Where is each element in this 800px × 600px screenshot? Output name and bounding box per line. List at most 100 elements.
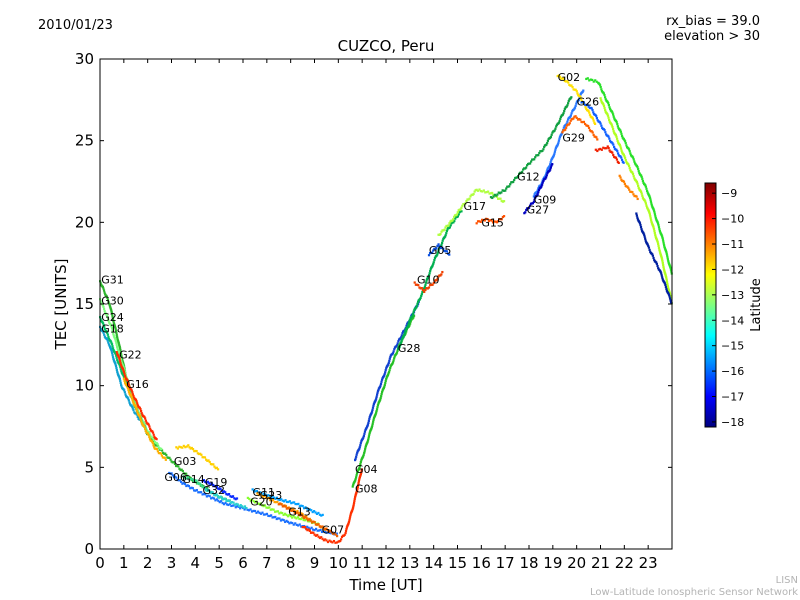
data-point xyxy=(429,270,432,273)
data-point xyxy=(139,413,142,416)
data-point xyxy=(666,256,669,259)
data-point xyxy=(254,490,257,493)
data-point xyxy=(599,122,602,125)
data-point xyxy=(651,254,655,257)
data-point xyxy=(314,523,318,526)
data-point xyxy=(357,467,361,471)
data-point xyxy=(508,185,511,188)
data-point xyxy=(219,487,222,490)
data-point xyxy=(599,147,602,151)
data-point xyxy=(293,511,296,514)
data-point xyxy=(210,482,213,485)
data-point xyxy=(549,135,553,138)
data-point xyxy=(662,263,665,267)
data-point xyxy=(291,501,294,504)
satellite-label: G26 xyxy=(577,95,600,108)
data-point xyxy=(196,452,199,455)
data-point xyxy=(666,284,669,288)
data-point xyxy=(595,114,598,118)
x-tick-label: 9 xyxy=(310,554,320,572)
data-point xyxy=(354,458,357,462)
data-point xyxy=(269,499,272,502)
data-point xyxy=(383,383,386,387)
data-point xyxy=(655,262,658,265)
data-point xyxy=(292,515,295,518)
data-point xyxy=(285,507,288,510)
data-point xyxy=(362,455,365,458)
data-point xyxy=(305,517,308,520)
data-point xyxy=(640,175,643,179)
data-point xyxy=(619,176,622,179)
data-point xyxy=(317,529,321,532)
data-point xyxy=(667,286,670,289)
data-point xyxy=(110,341,113,344)
data-point xyxy=(607,102,610,105)
data-point xyxy=(611,142,614,145)
data-point xyxy=(107,302,111,305)
data-point xyxy=(435,247,438,250)
data-point xyxy=(295,502,299,506)
data-point xyxy=(635,212,638,215)
data-point xyxy=(115,351,118,354)
data-point xyxy=(284,520,287,524)
satellite-label: G08 xyxy=(355,483,378,496)
data-point xyxy=(644,237,647,240)
data-point xyxy=(606,113,609,116)
data-point xyxy=(349,515,352,518)
data-point xyxy=(658,228,661,231)
data-point xyxy=(431,251,434,254)
data-point xyxy=(635,195,638,198)
data-point xyxy=(359,463,362,466)
data-point xyxy=(669,299,672,302)
data-point xyxy=(290,509,294,512)
data-point xyxy=(479,190,483,193)
data-point xyxy=(304,516,307,519)
data-point xyxy=(205,495,208,498)
data-point xyxy=(119,363,123,367)
data-point xyxy=(320,536,323,539)
data-point xyxy=(646,243,649,246)
data-point xyxy=(189,478,193,481)
data-point xyxy=(297,513,300,516)
data-point xyxy=(120,370,123,373)
x-tick-label: 22 xyxy=(615,554,634,572)
data-point xyxy=(372,402,376,406)
data-point xyxy=(295,517,298,520)
data-point xyxy=(264,496,268,500)
data-point xyxy=(122,362,125,365)
x-tick-label: 10 xyxy=(329,554,348,572)
data-point xyxy=(203,456,207,459)
data-point xyxy=(496,193,499,196)
series-g05 xyxy=(427,243,451,257)
data-point xyxy=(647,210,651,213)
data-point xyxy=(393,355,396,358)
rx-bias-text: rx_bias = 39.0 xyxy=(666,14,760,29)
data-point xyxy=(266,497,269,500)
data-point xyxy=(358,447,361,450)
data-point xyxy=(532,200,535,203)
data-point xyxy=(665,287,668,291)
data-point xyxy=(421,291,424,294)
data-point xyxy=(99,327,102,331)
data-point xyxy=(102,307,106,311)
data-point xyxy=(246,496,249,499)
data-point xyxy=(545,174,548,177)
data-point xyxy=(442,247,445,250)
data-point xyxy=(465,199,468,203)
data-point xyxy=(144,427,147,430)
data-point xyxy=(557,74,560,77)
data-point xyxy=(619,147,623,150)
data-point xyxy=(340,538,343,541)
data-point xyxy=(159,452,162,455)
data-point xyxy=(396,342,399,345)
data-point xyxy=(126,380,129,383)
data-point xyxy=(139,407,142,411)
data-point xyxy=(401,332,404,335)
data-point xyxy=(385,367,388,370)
data-point xyxy=(213,485,216,488)
data-point xyxy=(306,529,309,532)
data-point xyxy=(488,192,491,195)
data-point xyxy=(654,215,657,218)
data-point xyxy=(622,161,625,164)
data-point xyxy=(606,145,609,148)
